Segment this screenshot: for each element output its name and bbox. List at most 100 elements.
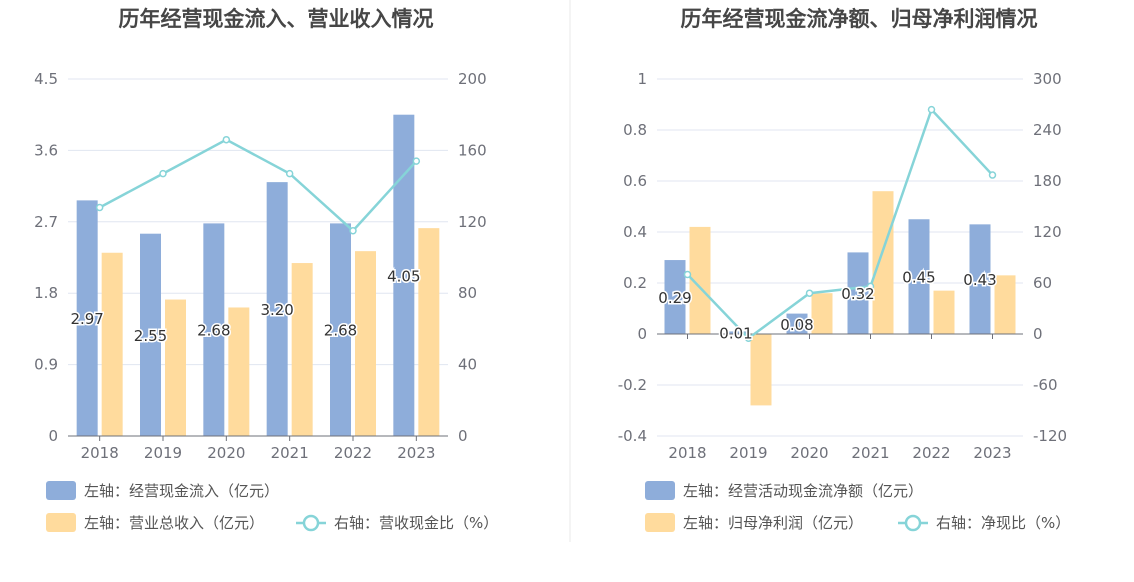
x-axis-tick-label: 2021 (851, 444, 889, 462)
legend-label: 左轴：归母净利润（亿元） (683, 514, 863, 532)
x-axis-tick-label: 2023 (397, 444, 435, 462)
right-axis-tick-label: 180 (1033, 172, 1062, 190)
x-axis-tick-label: 2022 (912, 444, 950, 462)
left-axis-tick-label: 0.9 (34, 356, 58, 374)
chart-title: 历年经营现金流净额、归母净利润情况 (681, 7, 1038, 31)
bar-secondary (165, 299, 186, 436)
left-axis-tick-label: 0.4 (623, 223, 647, 241)
legend-label: 右轴：营收现金比（%） (334, 514, 498, 532)
bar-secondary (418, 228, 440, 436)
bar-primary (786, 313, 808, 334)
bar-secondary (994, 275, 1016, 334)
line-point (805, 289, 814, 297)
legend-label: 右轴：净现比（%） (936, 514, 1070, 532)
bar-secondary (811, 293, 833, 334)
bar-secondary (933, 290, 955, 334)
left-axis-tick-label: 0.8 (623, 121, 647, 139)
bar-primary (664, 260, 686, 334)
data-label: 3.20 (260, 301, 293, 319)
legend-swatch-secondary (46, 513, 76, 532)
line-point (683, 270, 692, 279)
legend-label: 左轴：经营活动现金流净额（亿元） (683, 482, 923, 500)
left-axis-tick-label: 0 (48, 427, 58, 445)
bar-primary (76, 200, 98, 436)
x-axis-tick-label: 2021 (271, 444, 309, 462)
data-label: 0.32 (841, 285, 874, 303)
bar-secondary (689, 226, 711, 334)
bar-secondary (872, 191, 894, 334)
bar-secondary (291, 263, 313, 436)
left-axis-tick-label: -0.4 (618, 427, 647, 445)
data-label: 0.01 (719, 325, 752, 343)
left-axis-tick-label: 0 (637, 325, 647, 343)
data-label: 2.55 (134, 327, 167, 345)
data-label: 0.08 (780, 316, 813, 334)
bar-primary (908, 219, 930, 334)
legend-swatch-marker (904, 514, 922, 532)
x-axis-tick-label: 2019 (144, 444, 182, 462)
right-axis-tick-label: 200 (458, 70, 487, 88)
x-axis-tick-label: 2018 (668, 444, 706, 462)
data-label: 2.68 (197, 322, 230, 340)
bar-secondary (101, 252, 123, 436)
x-axis-tick-label: 2020 (207, 444, 245, 462)
left-axis-tick-label: 3.6 (34, 141, 58, 159)
legend-swatch-marker (302, 514, 320, 532)
legend-swatch-primary (46, 481, 76, 500)
right-axis-tick-label: 40 (458, 356, 477, 374)
data-label: 0.45 (902, 269, 935, 287)
x-axis-tick-label: 2022 (334, 444, 372, 462)
bar-primary (969, 224, 991, 334)
legend-swatch-primary (645, 481, 675, 500)
legend-swatch-secondary (645, 513, 675, 532)
data-label: 0.29 (658, 289, 691, 307)
legend-label: 左轴：营业总收入（亿元） (84, 514, 264, 532)
bar-secondary (228, 307, 250, 436)
right-axis-tick-label: 120 (1033, 223, 1062, 241)
left-axis-tick-label: 2.7 (34, 213, 58, 231)
bar-primary (393, 114, 415, 436)
line-point (927, 105, 936, 114)
right-axis-tick-label: -120 (1033, 427, 1067, 445)
bar-primary (266, 182, 288, 436)
line-point (95, 203, 104, 212)
line-point (285, 169, 294, 178)
x-axis-tick-label: 2020 (790, 444, 828, 462)
right-axis-tick-label: 80 (458, 284, 477, 302)
bar-primary (140, 233, 161, 436)
chart-title: 历年经营现金流入、营业收入情况 (119, 7, 434, 31)
right-axis-tick-label: 120 (458, 213, 487, 231)
line-point (349, 226, 357, 235)
data-label: 0.43 (963, 271, 996, 289)
x-axis-tick-label: 2018 (81, 444, 119, 462)
cash-inflow-revenue-chart: 历年经营现金流入、营业收入情况 0 0.9 1.8 2.7 3.6 4.5 0 40 80 120… (34, 7, 498, 532)
line-point (159, 169, 167, 178)
right-axis-tick-label: 0 (458, 427, 468, 445)
right-axis-tick-label: 160 (458, 141, 487, 159)
right-axis-tick-label: -60 (1033, 376, 1058, 394)
right-axis-tick-label: 60 (1033, 274, 1052, 292)
left-axis-tick-label: 1.8 (34, 284, 58, 302)
line-series (99, 138, 418, 233)
bar-primary (330, 223, 351, 436)
legend-label: 左轴：经营现金流入（亿元） (84, 482, 279, 500)
bar-primary (725, 331, 747, 334)
line-point (988, 171, 997, 179)
x-axis-tick-label: 2023 (973, 444, 1011, 462)
bar-primary (847, 252, 869, 334)
bar-primary (203, 223, 225, 436)
left-axis-tick-label: 1 (637, 70, 647, 88)
line-series (686, 107, 994, 340)
right-axis-tick-label: 240 (1033, 121, 1062, 139)
data-label: 2.97 (70, 310, 103, 328)
line-point (744, 334, 753, 342)
line-point (866, 282, 875, 291)
left-axis-tick-label: 0.6 (623, 172, 647, 190)
data-label: 4.05 (387, 267, 420, 285)
data-label: 2.68 (324, 322, 357, 340)
right-axis-tick-label: 0 (1033, 325, 1043, 343)
line-point (412, 157, 421, 165)
left-axis-tick-label: -0.2 (618, 376, 647, 394)
net-cashflow-profit-chart: 历年经营现金流净额、归母净利润情况 -0.4 -0.2 0 0.2 0.4 0.6 0.8 1… (618, 7, 1070, 532)
